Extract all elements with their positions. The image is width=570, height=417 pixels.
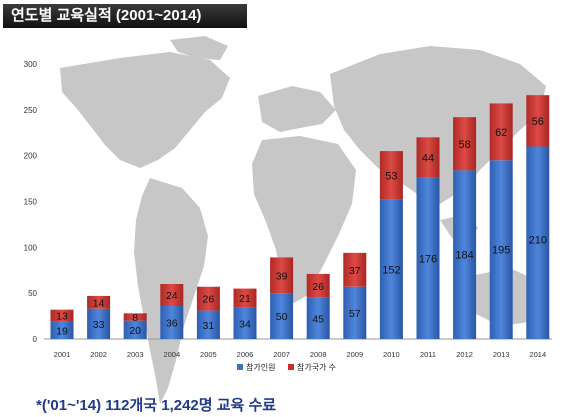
x-tick-label: 2008 (310, 350, 327, 359)
bar-participants (233, 307, 257, 339)
data-label-participants: 19 (56, 325, 68, 337)
data-label-countries: 44 (422, 153, 434, 165)
x-tick-label: 2011 (420, 350, 436, 359)
x-tick-label: 2007 (273, 350, 290, 359)
x-tick-label: 2004 (163, 350, 180, 359)
bar-labels: 19 13 33 14 208 36 24 31 26 34 21 50 39 45 26 57 37 152 53… (56, 116, 547, 337)
data-label-participants: 210 (529, 234, 547, 246)
data-label-participants: 34 (239, 318, 251, 330)
data-label-participants: 184 (455, 250, 473, 262)
bar-countries (526, 95, 550, 147)
bar-participants (270, 293, 294, 339)
legend-swatch-countries (288, 364, 294, 370)
data-label-countries: 14 (93, 297, 105, 309)
bar-countries (343, 252, 367, 287)
bar-countries (453, 117, 477, 171)
y-tick-label: 200 (24, 152, 38, 161)
data-label-countries: 8 (132, 312, 138, 324)
bar-countries (50, 309, 74, 322)
data-label-participants: 36 (166, 318, 178, 330)
x-tick-label: 2003 (127, 350, 144, 359)
legend-label-countries: 참가국가 수 (297, 362, 336, 372)
bar-participants (87, 308, 111, 339)
bar-countries (270, 257, 294, 294)
data-label-countries: 13 (56, 311, 68, 323)
bar-countries (416, 137, 440, 178)
bar-participants (416, 177, 440, 339)
x-tick-label: 2001 (54, 350, 71, 359)
bar-countries (87, 295, 111, 309)
footnote: *('01~'14) 112개국 1,242명 교육 수료 (36, 397, 277, 414)
legend: 참가인원 참가국가 수 (237, 362, 336, 372)
y-tick-label: 250 (24, 106, 38, 115)
data-label-participants: 57 (349, 308, 361, 320)
legend-swatch-participants (237, 364, 243, 370)
x-axis: 2001 2002 2003 2004 2005 2006 2007 2008 2009 2010… (54, 350, 546, 359)
data-label-participants: 33 (93, 319, 105, 331)
y-tick-label: 50 (28, 289, 37, 298)
bar-countries (233, 288, 257, 308)
x-tick-label: 2014 (529, 350, 546, 359)
bar-participants (453, 170, 477, 339)
data-label-countries: 39 (276, 270, 288, 282)
bar-countries (489, 103, 513, 161)
bar-participants (489, 160, 513, 339)
legend-label-participants: 참가인원 (246, 362, 275, 372)
bar-countries (306, 273, 330, 298)
page-title: 연도별 교육실적 (2001~2014) (3, 4, 247, 28)
data-label-countries: 58 (458, 139, 470, 151)
data-label-countries: 53 (385, 170, 397, 182)
y-tick-label: 0 (33, 335, 38, 344)
x-tick-label: 2009 (346, 350, 363, 359)
bar-participants (306, 297, 330, 339)
bar-participants (379, 199, 403, 339)
y-tick-label: 150 (24, 198, 38, 207)
data-label-participants: 152 (382, 264, 400, 276)
bar-participants (343, 286, 367, 339)
bar-participants (160, 306, 184, 339)
data-label-participants: 195 (492, 245, 510, 257)
bar-participants (526, 146, 550, 339)
x-tick-label: 2010 (383, 350, 400, 359)
y-tick-label: 300 (24, 60, 38, 69)
data-label-countries: 56 (532, 116, 544, 128)
data-label-participants: 176 (419, 253, 437, 265)
x-tick-label: 2002 (90, 350, 107, 359)
bar-countries (160, 284, 184, 306)
bar-countries (379, 151, 403, 200)
x-tick-label: 2012 (456, 350, 473, 359)
bar-participants (196, 310, 220, 339)
data-label-countries: 21 (239, 293, 251, 305)
data-label-participants: 50 (276, 311, 288, 323)
y-tick-label: 100 (24, 243, 38, 252)
data-label-participants: 31 (203, 320, 215, 332)
data-label-countries: 62 (495, 127, 507, 139)
x-tick-label: 2006 (237, 350, 254, 359)
data-label-participants: 20 (129, 325, 141, 337)
x-tick-label: 2005 (200, 350, 217, 359)
data-label-countries: 26 (312, 281, 324, 293)
data-label-countries: 24 (166, 290, 178, 302)
bar-participants (50, 321, 74, 339)
bar-participants (123, 320, 147, 339)
bars (50, 95, 550, 339)
bar-countries (196, 286, 220, 311)
x-tick-label: 2013 (493, 350, 510, 359)
data-label-countries: 26 (203, 294, 215, 306)
data-label-participants: 45 (312, 313, 324, 325)
bar-countries (123, 313, 147, 321)
data-label-countries: 37 (349, 265, 361, 277)
